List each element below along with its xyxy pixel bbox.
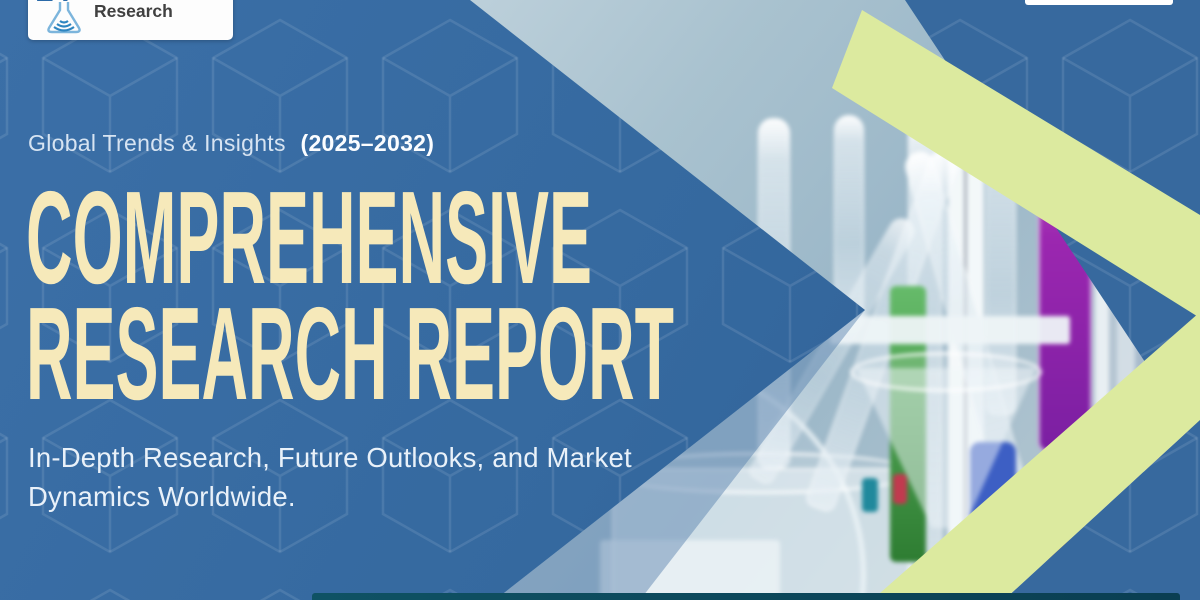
logo-number: 24 (36, 0, 71, 9)
kicker: Global Trends & Insights (2025–2032) (28, 130, 434, 157)
svg-text:COMPREHENSIVE: COMPREHENSIVE (26, 164, 592, 311)
teal-tube-cap (862, 478, 878, 512)
subtitle-line1: In-Depth Research, Future Outlooks, and … (28, 442, 632, 473)
headline-line-1: COMPREHENSIVE (26, 164, 592, 311)
headline-line-2: RESEARCH REPORT (26, 280, 674, 427)
funnel-rim (850, 352, 1042, 392)
bottom-accent-bar (312, 593, 1180, 600)
logo-name-line2: Research (94, 1, 173, 21)
subtitle: In-Depth Research, Future Outlooks, and … (28, 438, 632, 516)
logo-name: Chemical Research (94, 0, 173, 20)
subtitle-line2: Dynamics Worldwide. (28, 481, 296, 512)
logo-card: 24 Chemical Research (28, 0, 233, 40)
rack-bar (830, 316, 1070, 344)
kicker-highlight: (2025–2032) (300, 130, 435, 156)
flask-icon (47, 2, 81, 34)
white-card-top-right (1025, 0, 1173, 5)
red-tube-cap (893, 474, 907, 504)
svg-text:RESEARCH REPORT: RESEARCH REPORT (26, 280, 674, 427)
logo-name-line1: Chemical (94, 0, 173, 2)
logo-mark: 24 (36, 0, 94, 40)
kicker-text: Global Trends & Insights (28, 130, 286, 156)
